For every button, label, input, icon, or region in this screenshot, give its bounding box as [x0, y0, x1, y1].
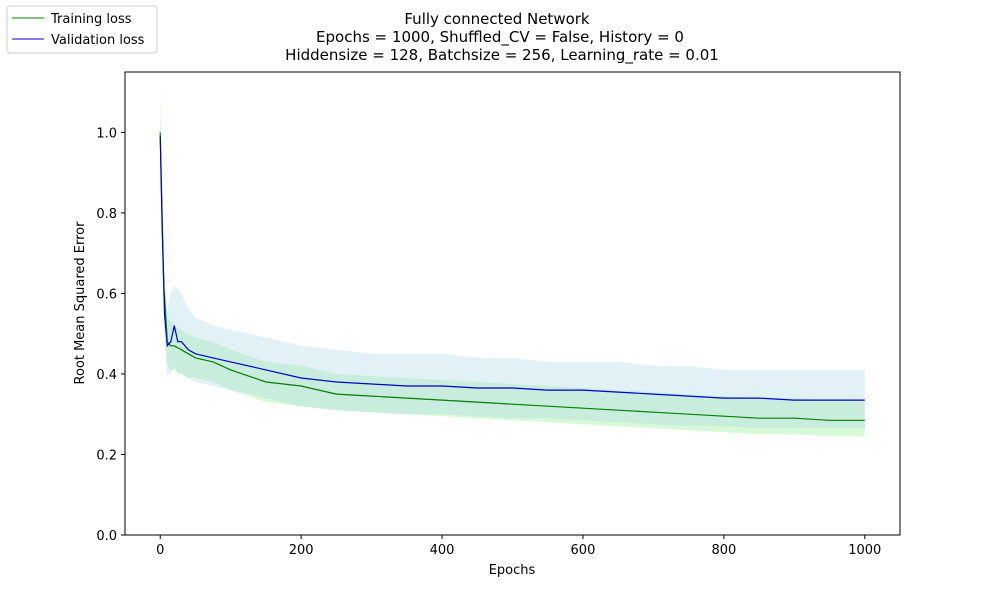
y-axis-label: Root Mean Squared Error — [73, 221, 88, 385]
x-tick-label: 600 — [571, 543, 596, 558]
legend-label-validation: Validation loss — [51, 33, 145, 48]
x-axis-ticks: 0 200 400 600 800 1000 — [156, 535, 881, 558]
x-tick-label: 200 — [289, 543, 314, 558]
y-tick-label: 0.0 — [96, 529, 117, 544]
validation-loss-band — [160, 120, 865, 429]
title-line-1: Fully connected Network — [404, 10, 590, 28]
series-lines — [159, 132, 865, 421]
legend-label-training: Training loss — [50, 12, 132, 27]
y-tick-label: 1.0 — [96, 126, 117, 141]
training-loss-band — [160, 88, 865, 437]
x-axis-label: Epochs — [489, 563, 536, 578]
x-tick-label: 0 — [156, 543, 164, 558]
plot-area-frame — [124, 71, 901, 536]
y-tick-label: 0.2 — [96, 448, 117, 463]
chart-title: Fully connected Network Epochs = 1000, S… — [285, 10, 719, 65]
y-tick-label: 0.8 — [96, 207, 117, 222]
legend: Training loss Validation loss — [6, 5, 158, 54]
y-tick-label: 0.6 — [96, 287, 117, 302]
confidence-bands — [160, 88, 865, 437]
x-tick-label: 800 — [711, 543, 736, 558]
title-line-2: Epochs = 1000, Shuffled_CV = False, Hist… — [316, 28, 684, 47]
validation-loss-line — [159, 136, 865, 401]
x-tick-label: 400 — [430, 543, 455, 558]
legend-box — [6, 5, 158, 54]
title-line-3: Hiddensize = 128, Batchsize = 256, Learn… — [285, 46, 719, 65]
training-loss-line — [159, 132, 865, 421]
y-tick-label: 0.4 — [96, 368, 117, 383]
y-axis-ticks: 0.0 0.2 0.4 0.6 0.8 1.0 — [96, 126, 125, 544]
x-tick-label: 1000 — [848, 543, 881, 558]
